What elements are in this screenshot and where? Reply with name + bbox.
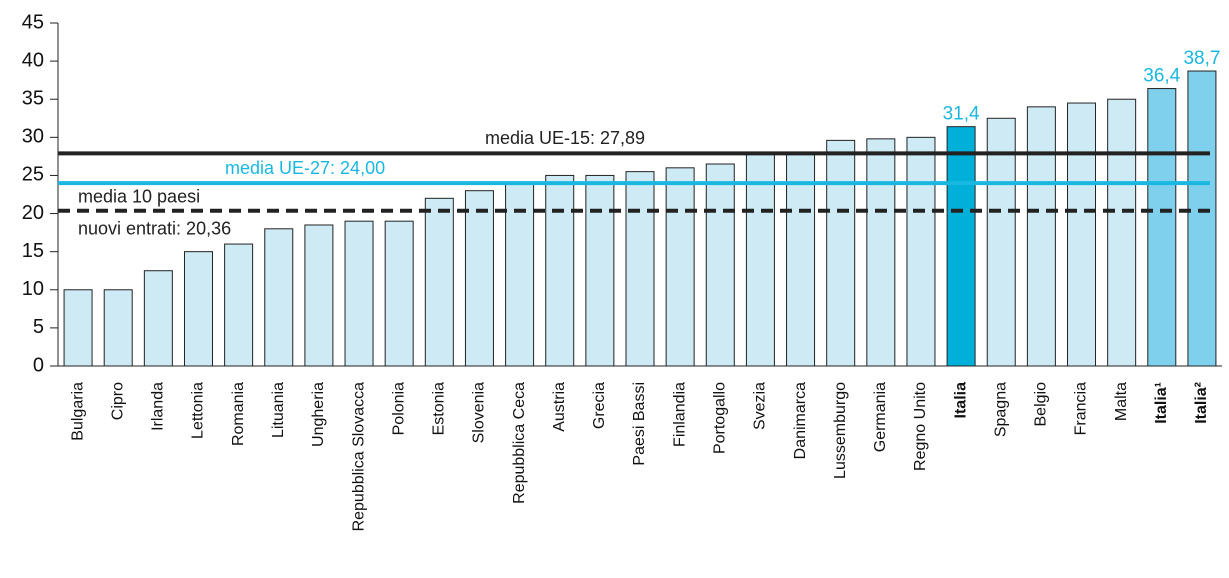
bar — [1147, 88, 1177, 367]
x-tick-label: Belgio — [1033, 382, 1050, 427]
bar — [1107, 98, 1137, 367]
y-tick-label: 35 — [22, 88, 44, 110]
bar — [585, 174, 615, 367]
bar — [304, 224, 334, 367]
bar — [705, 163, 735, 367]
x-tick-label: Cipro — [109, 382, 126, 420]
reference-label: nuovi entrati: 20,36 — [78, 219, 231, 239]
y-tick-label: 20 — [22, 202, 44, 224]
y-tick-label: 25 — [22, 164, 44, 186]
bar — [384, 220, 414, 367]
bar — [264, 228, 294, 367]
x-tick-label: Austria — [551, 382, 568, 432]
bar — [745, 152, 775, 367]
value-label: 38,7 — [1183, 48, 1220, 69]
x-tick-label: Paesi Bassi — [631, 382, 648, 466]
x-tick-label: Repubblica Slovacca — [350, 382, 367, 532]
y-tick-label: 10 — [22, 278, 44, 300]
x-tick-label: Slovenia — [471, 382, 488, 443]
value-label: 36,4 — [1143, 66, 1180, 87]
bar — [946, 126, 976, 367]
y-tick-label: 5 — [33, 316, 44, 338]
x-tick-label: Polonia — [390, 382, 407, 435]
y-tick-label: 40 — [22, 49, 44, 71]
x-tick-label: Svezia — [752, 382, 769, 430]
bar — [1067, 102, 1097, 367]
x-tick-label: Malta — [1113, 382, 1130, 421]
bar — [625, 171, 655, 367]
x-tick-label: Repubblica Ceca — [511, 382, 528, 504]
y-tick-label: 30 — [22, 126, 44, 148]
y-tick-label: 15 — [22, 240, 44, 262]
bar — [986, 117, 1016, 367]
x-tick-label: Italia² — [1193, 382, 1210, 424]
x-tick-label: Bulgaria — [69, 382, 86, 441]
bar — [906, 136, 936, 367]
x-tick-label: Ungheria — [310, 382, 327, 447]
bar — [545, 174, 575, 367]
x-tick-label: Lussemburgo — [832, 382, 849, 479]
bar — [1187, 70, 1217, 367]
reference-label: media UE-15: 27,89 — [485, 128, 645, 148]
y-tick-label: 45 — [22, 11, 44, 33]
bar — [665, 167, 695, 367]
x-tick-label: Estonia — [431, 382, 448, 435]
bar — [424, 197, 454, 367]
y-tick-label: 0 — [33, 354, 44, 376]
value-label: 31,4 — [943, 104, 980, 125]
reference-label: media 10 paesi — [78, 187, 200, 207]
x-tick-label: Lettonia — [190, 382, 207, 439]
bar — [1026, 106, 1056, 367]
x-tick-label: Danimarca — [792, 382, 809, 459]
x-tick-label: Italia¹ — [1153, 382, 1170, 424]
x-tick-label: Romania — [230, 382, 247, 446]
bar — [464, 190, 494, 367]
bar — [344, 220, 374, 367]
bar — [866, 138, 896, 367]
bar — [224, 243, 254, 367]
bar — [143, 270, 173, 367]
bar — [63, 289, 93, 367]
x-tick-label: Finlandia — [671, 382, 688, 447]
bar — [826, 139, 856, 367]
x-tick-label: Portogallo — [711, 382, 728, 454]
x-tick-label: Francia — [1073, 382, 1090, 435]
x-tick-label: Irlanda — [150, 382, 167, 431]
x-tick-label: Lituania — [270, 382, 287, 438]
x-tick-label: Regno Unito — [912, 382, 929, 471]
x-tick-label: Germania — [872, 382, 889, 452]
bar — [183, 251, 213, 367]
x-tick-label: Spagna — [992, 382, 1009, 437]
x-tick-label: Grecia — [591, 382, 608, 429]
x-tick-label: Italia — [952, 382, 969, 419]
reference-label: media UE-27: 24,00 — [225, 158, 385, 178]
bar — [103, 289, 133, 367]
